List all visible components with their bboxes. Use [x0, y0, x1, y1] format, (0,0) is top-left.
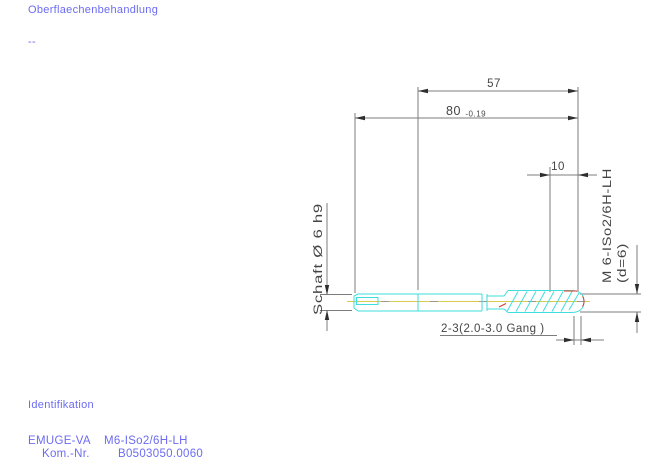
dim-80-value: 80	[446, 104, 461, 118]
surface-treatment-label: Oberflaechenbehandlung	[28, 4, 158, 16]
dimension-thread: M 6-ISo2/6H-LH (d=6)	[600, 168, 640, 333]
dim-thread-text: M 6-ISo2/6H-LH	[600, 168, 614, 283]
dim-thread-sub-text: (d=6)	[617, 243, 629, 283]
surface-treatment-value: --	[28, 36, 36, 48]
thread-flutes	[506, 291, 580, 312]
dimension-shank: Schaft Ø 6 h9	[313, 203, 330, 331]
dim-57-text: 57	[487, 78, 501, 90]
surface-treatment-block: Oberflaechenbehandlung --	[28, 4, 158, 48]
dim-chamfer-text: 2-3(2.0-3.0 Gang )	[441, 323, 545, 335]
designation-text: M6-ISo2/6H-LH	[104, 435, 188, 447]
dimension-80: 80 -0.19	[355, 102, 578, 121]
dim-10-text: 10	[551, 161, 565, 173]
dim-shank-text: Schaft Ø 6 h9	[313, 203, 325, 315]
chamfer-accent-marks	[498, 290, 585, 308]
dim-80-tolerance: -0.19	[465, 110, 486, 119]
identification-label: Identifikation	[28, 399, 94, 411]
square-drive	[356, 297, 379, 305]
commission-number: B0503050.0060	[118, 448, 203, 460]
extension-lines	[320, 87, 641, 345]
commission-label: Kom.-Nr.	[42, 448, 90, 460]
dimension-chamfer: 2-3(2.0-3.0 Gang )	[440, 323, 604, 343]
tool-outline	[353, 290, 585, 313]
dimension-10: 10	[527, 161, 597, 178]
dimension-57: 57	[418, 78, 578, 94]
identification-block: Identifikation EMUGE-VA M6-ISo2/6H-LH Ko…	[28, 399, 203, 460]
svg-text:80 -0.19: 80 -0.19	[446, 102, 486, 119]
manufacturer-text: EMUGE-VA	[28, 435, 91, 447]
